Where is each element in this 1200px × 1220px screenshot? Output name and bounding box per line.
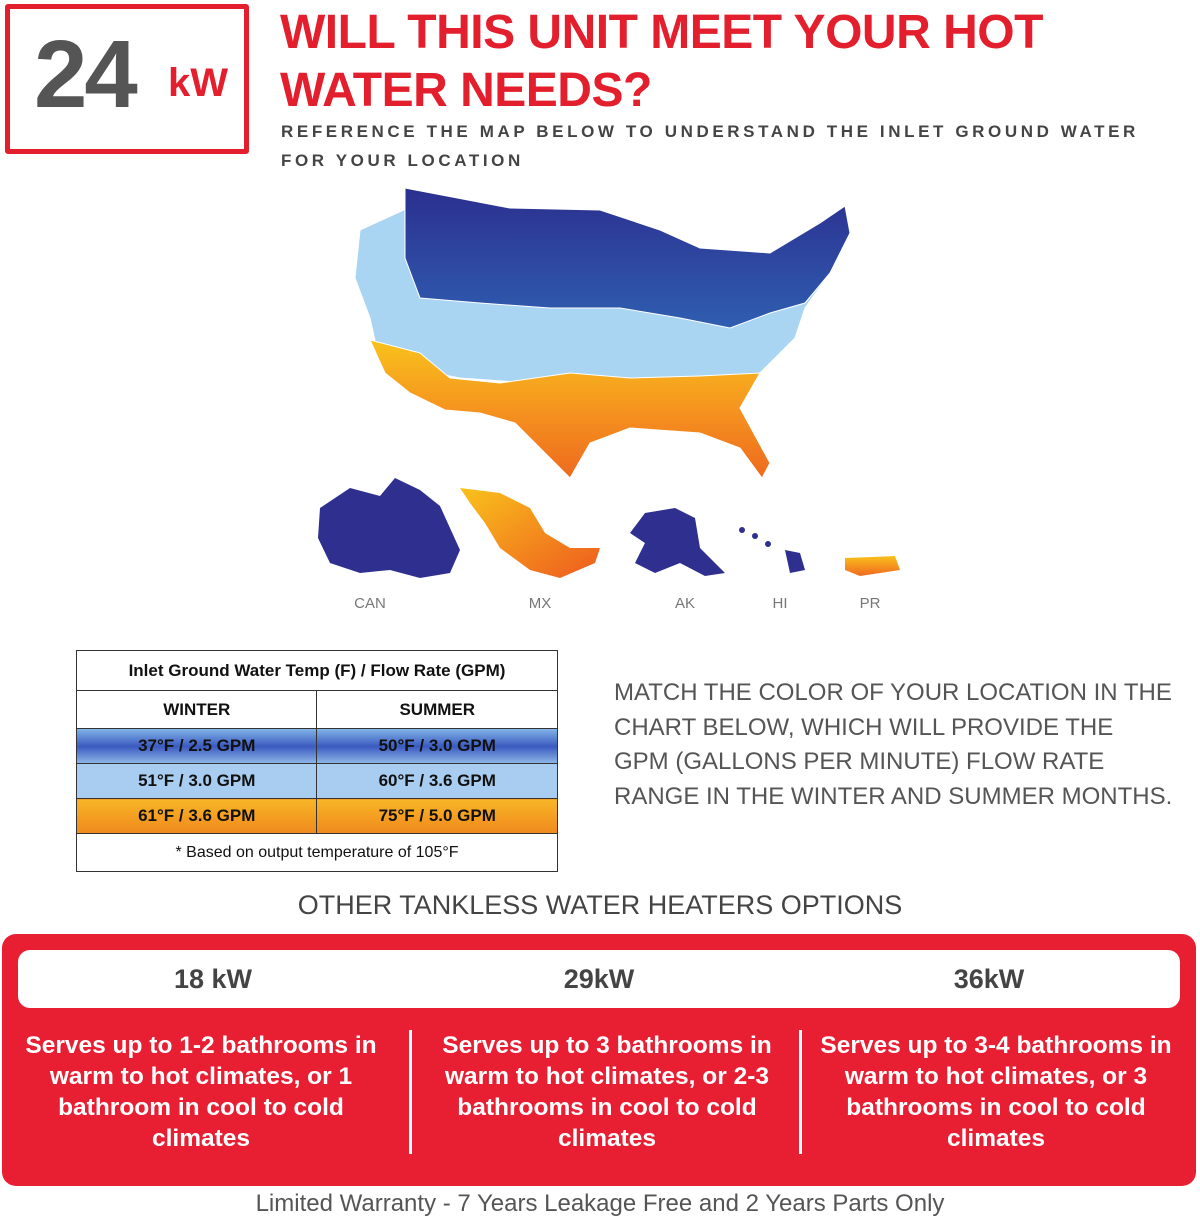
table-footnote: * Based on output temperature of 105°F bbox=[76, 833, 558, 872]
table-cell: 37°F / 2.5 GPM bbox=[75, 728, 318, 764]
map-label-pr: PR bbox=[860, 595, 881, 612]
table-cell: 60°F / 3.6 GPM bbox=[316, 763, 558, 799]
option-desc-29kw: Serves up to 3 bathrooms in warm to hot … bbox=[442, 1032, 772, 1152]
table-cell: 75°F / 5.0 GPM bbox=[316, 798, 558, 834]
table-cell: 50°F / 3.0 GPM bbox=[316, 728, 558, 764]
table-header: Inlet Ground Water Temp (F) / Flow Rate … bbox=[76, 650, 558, 691]
flow-rate-table: Inlet Ground Water Temp (F) / Flow Rate … bbox=[75, 650, 558, 872]
mexico-shape bbox=[460, 488, 600, 578]
warranty-text: Limited Warranty - 7 Years Leakage Free … bbox=[255, 1190, 945, 1217]
map-label-mx: MX bbox=[529, 595, 552, 612]
map-label-ak: AK bbox=[675, 595, 695, 612]
kw-badge: 24 kW bbox=[5, 4, 249, 154]
us-cold-zone bbox=[404, 187, 851, 329]
us-warm-zone bbox=[369, 339, 771, 479]
option-divider bbox=[799, 1030, 802, 1154]
alaska-shape bbox=[630, 508, 725, 576]
options-label-bar: 18 kW 29kW 36kW bbox=[18, 950, 1180, 1008]
puerto-rico-shape bbox=[845, 556, 900, 576]
option-label-36kw: 36kW bbox=[953, 964, 1025, 994]
ground-water-temperature-map: CAN MX AK HI PR bbox=[318, 187, 900, 612]
table-cell: 51°F / 3.0 GPM bbox=[75, 763, 318, 799]
page-title: WILL THIS UNIT MEET YOUR HOT WATER NEEDS… bbox=[280, 6, 1043, 117]
badge-number: 24 bbox=[34, 21, 138, 128]
badge-unit: kW bbox=[168, 61, 228, 105]
option-divider bbox=[409, 1030, 412, 1154]
options-panel: 18 kW 29kW 36kW Serves up to 1-2 bathroo… bbox=[2, 934, 1196, 1186]
page-subtitle: REFERENCE THE MAP BELOW TO UNDERSTAND TH… bbox=[281, 122, 1139, 170]
map-label-hi: HI bbox=[773, 595, 788, 612]
column-header-winter: WINTER bbox=[75, 690, 318, 729]
match-instructions: MATCH THE COLOR OF YOUR LOCATION IN THE … bbox=[614, 679, 1173, 810]
option-label-29kw: 29kW bbox=[563, 964, 635, 994]
options-heading: OTHER TANKLESS WATER HEATERS OPTIONS bbox=[297, 890, 903, 920]
map-label-can: CAN bbox=[354, 595, 386, 612]
option-label-18kw: 18 kW bbox=[173, 964, 253, 994]
hawaii-shape bbox=[739, 527, 805, 573]
option-desc-36kw: Serves up to 3-4 bathrooms in warm to ho… bbox=[820, 1032, 1172, 1152]
column-header-summer: SUMMER bbox=[316, 690, 558, 729]
table-cell: 61°F / 3.6 GPM bbox=[75, 798, 318, 834]
canada-shape bbox=[318, 478, 460, 578]
option-desc-18kw: Serves up to 1-2 bathrooms in warm to ho… bbox=[25, 1032, 377, 1152]
